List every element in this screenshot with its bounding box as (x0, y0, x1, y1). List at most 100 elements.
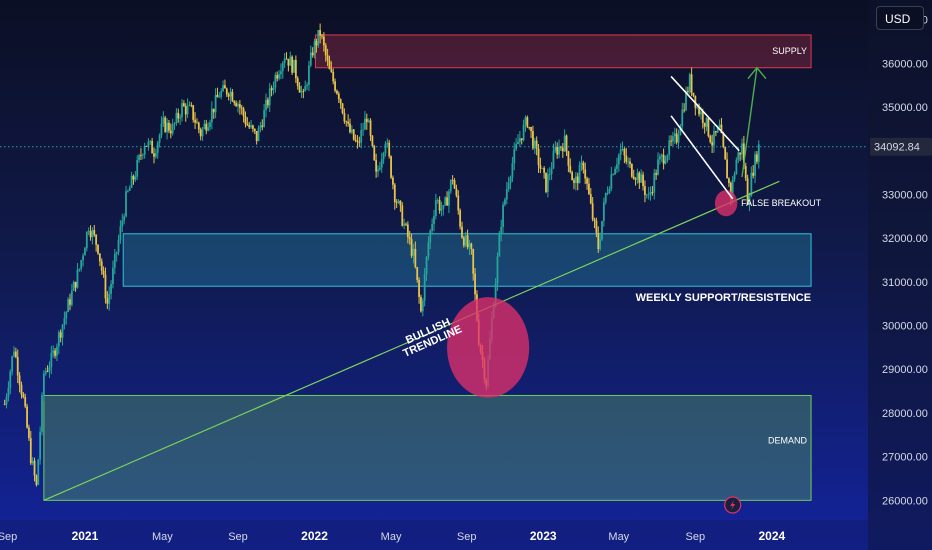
candle-body (416, 267, 419, 281)
candle-body (345, 121, 348, 123)
candle-body (337, 93, 340, 100)
candle-body (156, 142, 159, 153)
x-tick-label: 2022 (301, 529, 328, 543)
candle-body (582, 162, 585, 170)
candle-body (199, 129, 202, 137)
candle-body (696, 106, 699, 108)
candle-body (56, 346, 58, 356)
candle-body (261, 125, 264, 127)
candle-body (257, 127, 260, 142)
candle-body (433, 216, 435, 224)
candle-body (392, 177, 394, 185)
candle-body (59, 332, 62, 338)
candle-body (709, 136, 712, 143)
candle-body (319, 30, 322, 36)
candle-body (272, 87, 275, 91)
candle-body (82, 255, 84, 261)
candle-body (35, 475, 38, 485)
candle-body (201, 128, 204, 137)
candle-body (507, 182, 510, 190)
candle-body (737, 152, 740, 160)
candle-body (95, 234, 98, 245)
candle-body (462, 237, 465, 246)
candle-body (270, 88, 273, 91)
candle-body (343, 113, 346, 122)
candle-body (380, 159, 383, 168)
candle-body (429, 230, 432, 243)
candle-body (179, 117, 182, 119)
candle-body (136, 160, 139, 177)
candle-body (602, 202, 605, 221)
candle-body (231, 91, 234, 102)
candle-body (543, 167, 546, 173)
candle-body (668, 140, 671, 156)
candle-body (315, 41, 318, 46)
candle-body (233, 101, 236, 104)
candle-body (332, 71, 335, 82)
candle-body (117, 239, 120, 253)
candle-body (713, 131, 715, 146)
zone-supply (314, 34, 812, 69)
candle-body (265, 99, 267, 111)
candle-body (250, 125, 252, 128)
candle-body (720, 124, 723, 134)
candle-body (412, 248, 415, 256)
candle-body (125, 191, 127, 217)
candle-body (599, 239, 602, 249)
candle-body (532, 131, 534, 149)
candle-body (382, 153, 385, 160)
candle-body (240, 107, 243, 109)
candle-body (350, 129, 353, 133)
candle-body (461, 226, 463, 238)
candle-body (126, 190, 129, 192)
candle-body (224, 85, 226, 89)
candle-body (630, 164, 633, 177)
candle-body (569, 165, 572, 173)
candle-body (29, 438, 32, 464)
x-tick-label: May (381, 531, 402, 543)
candle-body (20, 384, 23, 395)
y-tick-label: 36000.00 (882, 58, 928, 70)
candle-body (401, 205, 404, 226)
candle-body (46, 371, 49, 372)
candle-body (149, 140, 152, 142)
candle-body (296, 78, 299, 86)
candle-body (134, 176, 137, 180)
candle-body (9, 371, 12, 389)
candle-body (110, 284, 112, 294)
candle-body (449, 179, 452, 192)
candle-body (423, 274, 426, 301)
candle-body (160, 123, 163, 136)
candle-body (321, 35, 323, 37)
candle-body (266, 99, 269, 106)
candle-body (225, 88, 228, 95)
candle-body (324, 45, 327, 56)
candle-body (642, 174, 644, 187)
y-tick-label: 26000.00 (882, 495, 928, 507)
candle-body (308, 65, 310, 85)
candle-body (574, 176, 577, 183)
candle-body (448, 191, 450, 206)
currency-button[interactable]: USD (876, 6, 924, 30)
last-price-label: 34092.84 (874, 142, 920, 154)
candle-body (690, 74, 693, 93)
candle-body (138, 155, 140, 161)
candle-body (558, 146, 560, 155)
candle-body (561, 147, 564, 152)
candle-body (248, 125, 251, 128)
candle-body (298, 85, 301, 93)
x-tick-label: 2021 (72, 529, 99, 543)
candle-body (457, 195, 460, 211)
candle-body (653, 173, 656, 193)
candle-body (556, 146, 559, 155)
candle-body (352, 129, 355, 140)
candle-body (718, 124, 721, 128)
candle-body (294, 59, 297, 79)
candle-body (741, 143, 743, 155)
candle-body (505, 189, 508, 200)
candle-body (746, 178, 749, 205)
candle-body (675, 133, 678, 143)
candle-body (517, 141, 519, 145)
bullish-trendline (43, 180, 780, 501)
